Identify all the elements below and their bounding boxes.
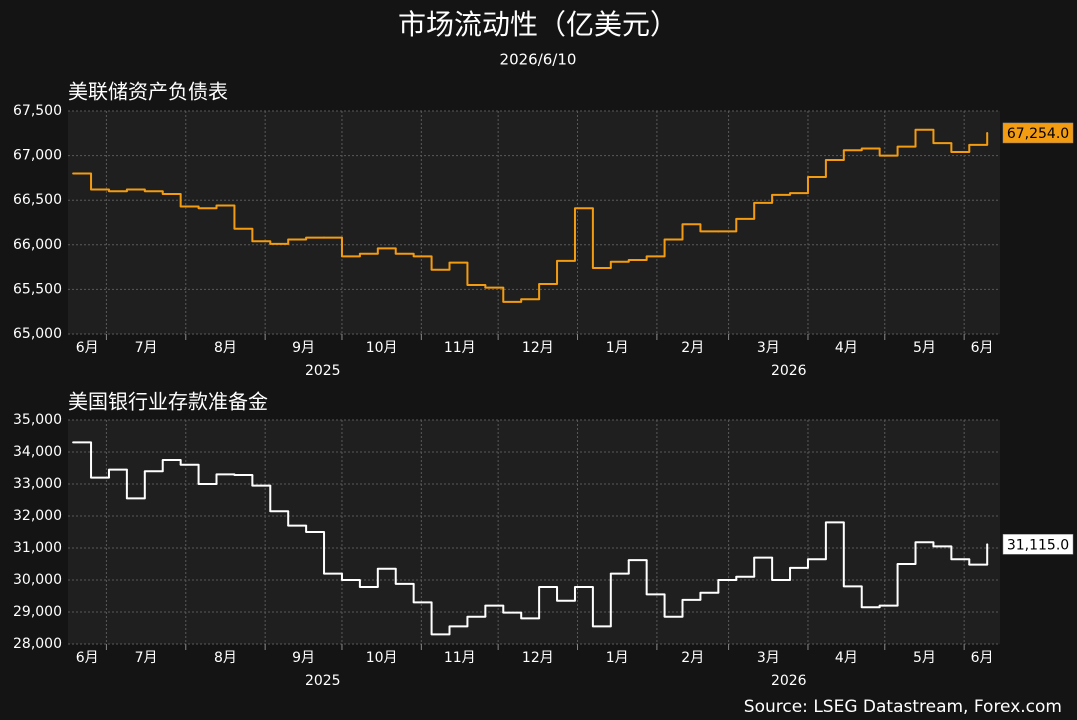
y-tick-label: 29,000 bbox=[13, 604, 62, 620]
x-tick-label: 3月 bbox=[757, 340, 780, 356]
end-label: 31,115.0 bbox=[1007, 537, 1069, 553]
y-tick-label: 67,500 bbox=[13, 103, 62, 119]
x-group-label: 2025 bbox=[305, 363, 341, 379]
x-tick-label: 10月 bbox=[366, 340, 398, 356]
x-tick-label: 1月 bbox=[606, 650, 629, 666]
x-tick-label: 6月 bbox=[971, 650, 994, 666]
y-tick-label: 66,500 bbox=[13, 192, 62, 208]
x-tick-label: 2月 bbox=[681, 340, 704, 356]
x-tick-label: 5月 bbox=[913, 340, 936, 356]
x-group-label: 2026 bbox=[771, 673, 807, 689]
y-tick-label: 28,000 bbox=[13, 636, 62, 652]
panel-title: 美国银行业存款准备金 bbox=[68, 390, 268, 414]
x-tick-label: 1月 bbox=[606, 340, 629, 356]
y-tick-label: 33,000 bbox=[13, 476, 62, 492]
x-tick-label: 7月 bbox=[135, 340, 158, 356]
x-tick-label: 4月 bbox=[835, 340, 858, 356]
x-tick-label: 11月 bbox=[444, 650, 476, 666]
y-tick-label: 30,000 bbox=[13, 572, 62, 588]
x-tick-label: 8月 bbox=[214, 650, 237, 666]
panel-title: 美联储资产负债表 bbox=[68, 80, 228, 104]
chart-title: 市场流动性（亿美元） bbox=[398, 8, 678, 41]
step-riser bbox=[90, 129, 989, 302]
x-tick-label: 8月 bbox=[214, 340, 237, 356]
y-tick-label: 31,000 bbox=[13, 540, 62, 556]
x-tick-label: 2月 bbox=[681, 650, 704, 666]
x-tick-label: 4月 bbox=[835, 650, 858, 666]
x-tick-label: 5月 bbox=[913, 650, 936, 666]
x-tick-label: 9月 bbox=[292, 650, 315, 666]
x-tick-label: 12月 bbox=[522, 340, 554, 356]
end-label-box bbox=[1002, 534, 1074, 555]
chart-subtitle: 2026/6/10 bbox=[500, 51, 577, 69]
plot-area bbox=[68, 111, 1000, 334]
x-tick-label: 10月 bbox=[366, 650, 398, 666]
y-tick-label: 66,000 bbox=[13, 237, 62, 253]
x-group-label: 2025 bbox=[305, 673, 341, 689]
x-tick-label: 6月 bbox=[76, 650, 99, 666]
source: Source: LSEG Datastream, Forex.com bbox=[744, 697, 1062, 717]
y-tick-label: 34,000 bbox=[13, 444, 62, 460]
plot-area bbox=[68, 420, 1000, 644]
x-tick-label: 3月 bbox=[757, 650, 780, 666]
y-tick-label: 32,000 bbox=[13, 508, 62, 524]
y-tick-label: 67,000 bbox=[13, 148, 62, 164]
y-tick-label: 65,000 bbox=[13, 326, 62, 342]
step-riser bbox=[90, 442, 989, 635]
x-tick-label: 6月 bbox=[76, 340, 99, 356]
end-label-box bbox=[1002, 122, 1074, 144]
y-tick-label: 65,500 bbox=[13, 281, 62, 297]
end-label: 67,254.0 bbox=[1007, 126, 1069, 142]
y-tick-label: 35,000 bbox=[13, 412, 62, 428]
x-tick-label: 7月 bbox=[135, 650, 158, 666]
x-group-label: 2026 bbox=[771, 363, 807, 379]
x-tick-label: 12月 bbox=[522, 650, 554, 666]
x-tick-label: 9月 bbox=[292, 340, 315, 356]
x-tick-label: 6月 bbox=[971, 340, 994, 356]
x-tick-label: 11月 bbox=[444, 340, 476, 356]
